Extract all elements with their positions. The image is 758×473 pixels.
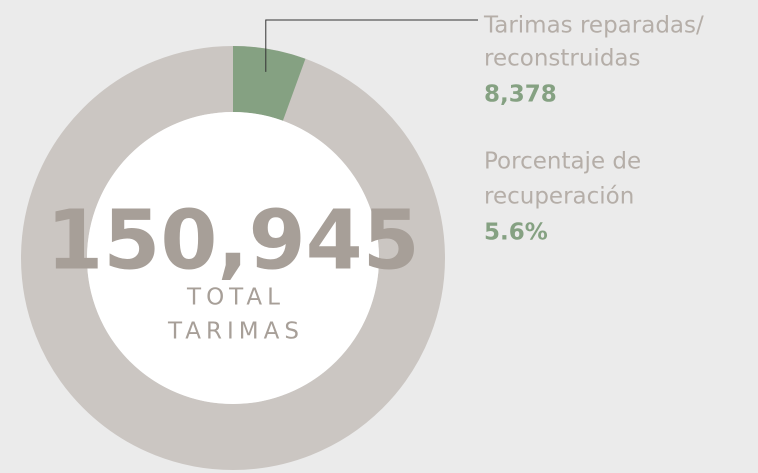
segment-label: Tarimas reparadas/ — [483, 13, 704, 39]
segment-value: 8,378 — [484, 82, 557, 108]
percentage-label: Porcentaje de — [484, 149, 641, 175]
total-label: TOTAL — [186, 285, 285, 311]
segment-label: reconstruidas — [484, 46, 641, 72]
donut-segment — [233, 46, 306, 121]
leader-line — [265, 19, 478, 72]
percentage-label: recuperación — [484, 184, 634, 210]
total-label: TARIMAS — [167, 319, 304, 345]
donut-hole — [87, 112, 379, 404]
percentage-value: 5.6% — [484, 220, 548, 246]
total-value: 150,945 — [46, 193, 419, 288]
